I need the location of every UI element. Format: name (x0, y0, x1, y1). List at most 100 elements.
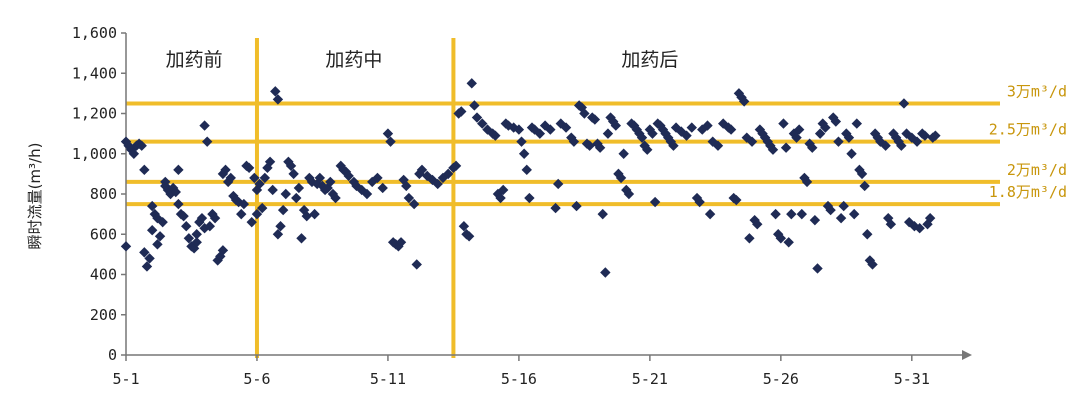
data-point (883, 212, 894, 224)
data-point (765, 140, 776, 151)
data-point (217, 245, 229, 256)
data-point (516, 136, 527, 147)
data-point (670, 122, 682, 133)
data-point (456, 106, 467, 117)
data-point (141, 261, 153, 272)
data-point (204, 221, 216, 232)
data-point (170, 186, 181, 198)
phase-labels: 加药前 加药中 加药后 (166, 49, 679, 71)
data-point (272, 229, 284, 240)
data-point (733, 88, 745, 99)
y-axis-label: 瞬时流量(m³/h) (26, 143, 44, 250)
data-point (880, 140, 891, 151)
data-point (377, 182, 388, 194)
data-point (872, 132, 883, 143)
axes: 0 200 400 600 800 1,000 1,200 1,400 1,600 5-1 5-6 5… (72, 24, 972, 388)
data-point (314, 172, 326, 184)
data-point (497, 184, 509, 196)
data-point (469, 100, 480, 111)
data-point (272, 94, 284, 105)
data-point (862, 229, 873, 240)
data-point (623, 188, 635, 200)
data-point (896, 140, 907, 151)
data-point (825, 204, 836, 216)
data-point (395, 237, 407, 248)
data-point (401, 180, 412, 192)
data-point (835, 212, 847, 224)
data-point (251, 208, 263, 220)
data-point (293, 182, 305, 194)
data-point (759, 132, 771, 143)
data-point (924, 212, 936, 224)
data-point (833, 136, 844, 147)
data-point (442, 168, 454, 180)
x-tick-label: 5-26 (763, 370, 799, 388)
data-point (642, 144, 653, 155)
data-point (458, 221, 470, 232)
data-point (202, 136, 213, 147)
data-point (597, 208, 608, 220)
data-point (550, 202, 561, 214)
data-point (361, 188, 373, 200)
data-point (220, 164, 231, 176)
data-point (146, 225, 158, 236)
data-point (754, 124, 766, 135)
data-point (243, 162, 255, 174)
data-point (416, 164, 428, 176)
data-point (403, 192, 415, 204)
data-point (796, 208, 807, 220)
data-point (903, 216, 915, 228)
data-point (309, 208, 320, 220)
x-tick-label: 5-11 (370, 370, 406, 388)
data-point (450, 160, 462, 172)
data-point (846, 148, 857, 159)
data-point (521, 164, 532, 176)
data-point (610, 120, 622, 131)
data-point (257, 202, 268, 214)
data-point (144, 253, 155, 264)
data-point (911, 136, 923, 147)
data-point (686, 122, 697, 133)
data-point (560, 122, 572, 133)
data-point (660, 128, 671, 139)
data-point (277, 204, 289, 216)
data-point (801, 176, 813, 188)
data-point (738, 96, 750, 107)
data-point (691, 192, 703, 204)
y-tick-label: 200 (90, 306, 117, 324)
y-tick-label: 1,600 (72, 24, 117, 42)
data-point (191, 229, 202, 240)
data-point (568, 136, 580, 147)
data-point (775, 233, 787, 244)
data-point (236, 208, 247, 220)
data-points (120, 78, 941, 278)
data-point (914, 223, 925, 234)
data-point (552, 178, 564, 190)
y-tick-label: 1,200 (72, 105, 117, 123)
x-tick-label: 5-16 (501, 370, 537, 388)
data-point (571, 200, 582, 212)
data-point (885, 218, 897, 230)
data-point (639, 140, 650, 151)
data-point (217, 168, 229, 180)
data-point (786, 208, 797, 220)
data-point (154, 231, 166, 242)
data-point (291, 192, 302, 204)
data-point (602, 128, 614, 139)
data-point (490, 130, 501, 141)
data-point (139, 247, 150, 258)
data-point (608, 116, 619, 127)
data-point (864, 255, 876, 266)
data-point (120, 241, 132, 252)
data-point (867, 259, 878, 270)
data-point (752, 218, 763, 230)
data-point (621, 184, 632, 196)
data-point (477, 118, 488, 129)
reference-label: 3万m³/d (1007, 82, 1067, 100)
data-point (589, 114, 601, 125)
y-tick-label: 400 (90, 266, 117, 284)
data-point (657, 124, 669, 135)
data-point (618, 148, 629, 159)
data-point (191, 237, 202, 248)
